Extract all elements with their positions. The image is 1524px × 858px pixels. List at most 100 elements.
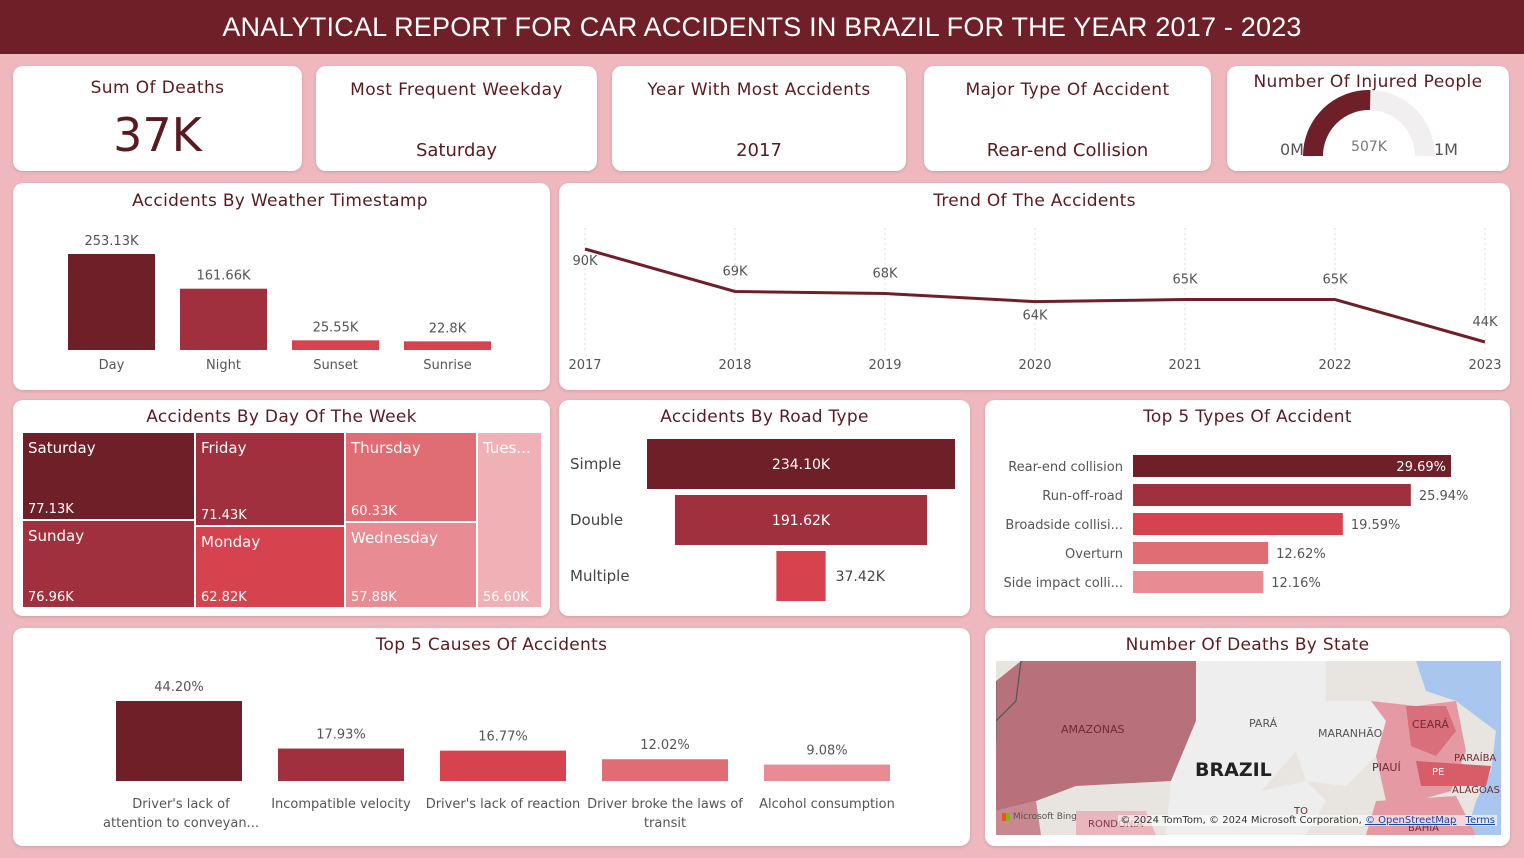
weather-bar[interactable] (68, 254, 155, 350)
treemap-tile[interactable]: Monday 62.82K (196, 527, 344, 607)
x-tick-label: 2017 (568, 358, 601, 373)
chart-title: Accidents By Weather Timestamp (132, 191, 428, 211)
type-bar[interactable] (1133, 513, 1343, 535)
x-tick-label: 2022 (1318, 358, 1351, 373)
label-piaui: PIAUÍ (1372, 761, 1401, 774)
terms-link[interactable]: Terms (1465, 815, 1495, 826)
tile-name: Sunday (28, 527, 85, 545)
bar-value-label: 253.13K (84, 234, 138, 249)
accident-types-card[interactable]: Top 5 Types Of Accident Rear-end collisi… (985, 400, 1510, 616)
tile-value: 76.96K (28, 590, 74, 605)
bar-value-label: 161.66K (196, 269, 250, 284)
kpi-year-most-accidents[interactable]: Year With Most Accidents 2017 (612, 66, 906, 171)
cause-bar[interactable] (116, 701, 242, 781)
trend-line[interactable] (584, 247, 1486, 344)
causes-card[interactable]: Top 5 Causes Of Accidents 44.20% Driver's… (13, 628, 970, 846)
kpi-most-frequent-weekday[interactable]: Most Frequent Weekday Saturday (316, 66, 597, 171)
bar-value-label: 37.42K (836, 569, 886, 585)
tile-value: 71.43K (201, 508, 247, 523)
road-bar[interactable] (674, 495, 928, 545)
label-alagoas: ALAGOAS (1452, 785, 1500, 796)
type-bar[interactable] (1133, 484, 1411, 506)
treemap-tile[interactable]: Friday 71.43K (196, 433, 344, 525)
type-bar[interactable] (1133, 542, 1269, 564)
weather-chart: 253.13K Day 161.66K Night 25.55K Sunset 22.8K S… (68, 234, 491, 373)
category-label: Driver's lack of reaction (426, 797, 581, 812)
state-pernambuco (1416, 761, 1491, 786)
map-shapes (996, 661, 1501, 835)
accident-types-chart: Rear-end collision 29.69% Run-off-road 25.9… (1004, 455, 1468, 593)
treemap-tile[interactable]: Saturday 77.13K (23, 433, 194, 519)
chart-title: Accidents By Day Of The Week (146, 407, 417, 427)
bing-label: Microsoft Bing (1012, 812, 1077, 822)
x-tick-label: 2020 (1018, 358, 1051, 373)
tile-value: 77.13K (28, 502, 74, 517)
map-view[interactable]: PARÁ AMAZONAS BRAZIL MARANHÃO CEARÁ PIAU… (996, 661, 1501, 835)
point-label: 65K (1172, 273, 1198, 288)
trend-chart-card[interactable]: Trend Of The Accidents 2017 2018 2019 2020 2… (559, 183, 1510, 390)
state-para (1166, 661, 1326, 835)
weekday-treemap-card[interactable]: Accidents By Day Of The Week Saturday 77.… (13, 400, 550, 616)
road-type-card[interactable]: Accidents By Road Type Simple 234.10K Doub… (559, 400, 970, 616)
kpi-sum-of-deaths[interactable]: Sum Of Deaths 37K (13, 66, 302, 171)
openstreetmap-link[interactable]: © OpenStreetMap (1364, 815, 1457, 826)
weather-chart-card[interactable]: Accidents By Weather Timestamp 253.13K Da… (13, 183, 550, 390)
cause-bar[interactable] (278, 748, 404, 781)
bar-value-label: 234.10K (772, 457, 831, 473)
border-dark (996, 661, 1022, 722)
treemap-tile[interactable]: Wednesday 57.88K (346, 523, 476, 607)
weather-bar[interactable] (292, 340, 379, 350)
road-bar[interactable] (647, 439, 955, 489)
bar-value-label: 25.55K (313, 320, 359, 335)
label-amazonas: AMAZONAS (1061, 723, 1125, 736)
category-label: Driver's lack of (132, 797, 230, 812)
kpi-value: 37K (113, 108, 202, 162)
point-label: 65K (1322, 273, 1348, 288)
deaths-by-state-card[interactable]: Number Of Deaths By State PARÁ AMAZONAS … (985, 628, 1510, 846)
category-label: Alcohol consumption (759, 797, 895, 812)
cause-bar[interactable] (764, 764, 890, 781)
cause-bar[interactable] (440, 750, 566, 781)
weather-bar[interactable] (404, 341, 491, 350)
point-label: 90K (572, 254, 598, 269)
bar-value-label: 22.8K (429, 321, 467, 336)
tile-name: Monday (201, 533, 261, 551)
weather-bar[interactable] (180, 288, 267, 350)
category-label: Run-off-road (1042, 489, 1123, 504)
type-bar[interactable] (1133, 455, 1451, 477)
category-label: Multiple (570, 567, 630, 585)
tile-name: Wednesday (351, 529, 438, 547)
category-label: transit (644, 816, 686, 831)
point-label: 69K (722, 264, 748, 279)
chart-title: Top 5 Causes Of Accidents (375, 635, 608, 655)
bing-logo: Microsoft Bing (1002, 812, 1077, 822)
kpi-major-accident-type[interactable]: Major Type Of Accident Rear-end Collisio… (924, 66, 1211, 171)
kpi-label: Number Of Injured People (1253, 72, 1483, 92)
point-label: 68K (872, 266, 898, 281)
trend-chart: 2017 2018 2019 2020 2021 2022 2023 90K 69K 68K 64K… (568, 228, 1502, 373)
gauge-min: 0M (1280, 140, 1304, 159)
treemap-tile[interactable]: Sunday 76.96K (23, 521, 194, 607)
state-amazonas (996, 661, 1196, 811)
treemap-tile[interactable]: Tues... 56.60K (478, 433, 541, 607)
road-bar[interactable] (776, 551, 826, 601)
type-bar[interactable] (1133, 571, 1264, 593)
kpi-value: Rear-end Collision (986, 140, 1149, 161)
category-label: Incompatible velocity (271, 797, 411, 812)
state-acre (996, 801, 1041, 835)
tile-name: Thursday (351, 439, 421, 457)
map-attribution: © 2024 TomTom, © 2024 Microsoft Corporat… (1118, 815, 1497, 826)
tile-value: 56.60K (483, 590, 529, 605)
bar-value-label: 16.77% (478, 730, 528, 745)
ocean (1416, 661, 1501, 835)
gauge: 0M 507K 1M (1280, 90, 1458, 159)
gauge-max: 1M (1434, 140, 1458, 159)
chart-title: Accidents By Road Type (660, 407, 869, 427)
label-paraiba: PARAÍBA (1454, 753, 1497, 764)
label-ceara: CEARÁ (1412, 718, 1449, 731)
kpi-injured-gauge[interactable]: Number Of Injured People 0M 507K 1M (1227, 66, 1509, 171)
treemap-tile[interactable]: Thursday 60.33K (346, 433, 476, 521)
kpi-label: Most Frequent Weekday (350, 80, 563, 100)
cause-bar[interactable] (602, 759, 728, 781)
category-label: attention to conveyan... (103, 816, 259, 831)
